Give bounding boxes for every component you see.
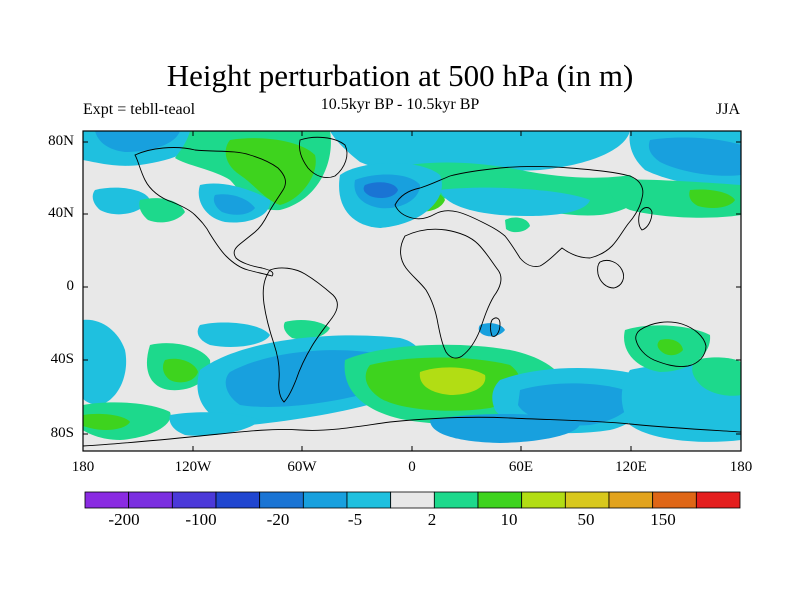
contour-green-west-pacific xyxy=(608,179,741,218)
x-tick-label-120w: 120W xyxy=(174,459,212,475)
colorbar-label: -100 xyxy=(185,510,217,529)
coastline-north-america xyxy=(134,147,286,277)
colorbar-label: -200 xyxy=(108,510,140,529)
colorbar-label: 50 xyxy=(577,510,595,529)
contour-bright-green-antarctic-west xyxy=(83,413,130,430)
colorbar-swatch xyxy=(171,491,217,509)
x-axis-ticks xyxy=(82,131,742,451)
colorbar-swatch xyxy=(215,491,261,509)
colorbar-swatch xyxy=(259,491,304,509)
contour-green-east-pacific xyxy=(139,198,185,223)
colorbar-swatch xyxy=(346,491,392,509)
contour-blue-north-pacific-east xyxy=(648,137,741,176)
x-tick-label-60w: 60W xyxy=(287,459,317,475)
colorbar-swatch xyxy=(477,491,523,509)
contour-bright-green-pacific xyxy=(689,189,735,208)
y-tick-label-80s: 80S xyxy=(50,425,74,441)
map-plot-area xyxy=(83,131,741,451)
y-axis-ticks xyxy=(83,141,741,435)
experiment-label: Expt = tebll-teaol xyxy=(83,101,196,118)
colorbar-swatch xyxy=(564,491,610,509)
colorbar-label: -5 xyxy=(347,510,363,529)
colorbar-label: 10 xyxy=(500,510,518,529)
colorbar-swatch xyxy=(521,491,566,509)
colorbar-swatch xyxy=(608,491,654,509)
contour-cyan-central-asia xyxy=(440,187,590,217)
contour-blue-north-pacific xyxy=(95,131,180,152)
map-title: Height perturbation at 500 hPa (in m) xyxy=(166,58,634,93)
y-tick-label-80n: 80N xyxy=(48,133,74,149)
period-subtitle: 10.5kyr BP - 10.5kyr BP xyxy=(320,96,480,113)
y-tick-label-40s: 40S xyxy=(50,351,74,367)
coastlines xyxy=(83,136,741,447)
x-tick-label-60e: 60E xyxy=(508,459,534,475)
contour-bright-green-south-pacific xyxy=(162,358,198,383)
x-tick-label-0: 0 xyxy=(408,459,416,475)
x-tick-label-180-west: 180 xyxy=(71,459,95,475)
coastline-australia xyxy=(635,321,707,367)
colorbar-swatch xyxy=(433,491,479,509)
contour-cyan-south-pacific xyxy=(83,319,127,405)
colorbar-swatch xyxy=(302,491,348,509)
season-label: JJA xyxy=(715,101,740,118)
coastline-japan xyxy=(638,207,653,231)
x-tick-label-180-east: 180 xyxy=(729,459,753,475)
x-tick-label-120e: 120E xyxy=(615,459,647,475)
contour-yellow-green-core xyxy=(419,367,486,395)
contour-green-mediterranean xyxy=(505,217,530,233)
contour-cyan-south-pacific-central xyxy=(197,322,270,347)
contour-blue-west-north-america xyxy=(213,194,255,215)
y-tick-label-equator: 0 xyxy=(66,278,75,294)
coastline-madagascar xyxy=(490,317,501,337)
coastline-europe-asia xyxy=(394,166,644,267)
colorbar-label: -20 xyxy=(266,510,290,529)
colorbar-swatch xyxy=(652,491,697,509)
contour-cyan-antarctic-central xyxy=(169,412,260,436)
contour-green-south-america-west xyxy=(283,320,330,340)
coastline-greenland xyxy=(299,136,348,179)
colorbar-swatch xyxy=(84,491,130,509)
colorbar xyxy=(84,491,741,509)
y-tick-label-40n: 40N xyxy=(48,205,74,221)
contour-dark-blue-atlantic-core xyxy=(363,182,398,198)
contour-cyan-northeast-pacific xyxy=(92,187,150,215)
colorbar-swatch xyxy=(128,491,173,509)
colorbar-label: 150 xyxy=(650,510,676,529)
colorbar-label: 2 xyxy=(427,510,437,529)
contour-bright-green-australia xyxy=(657,339,683,356)
coastline-antarctica xyxy=(83,416,741,447)
contour-green-south-pacific-east xyxy=(692,357,741,396)
coastline-south-america xyxy=(262,267,338,403)
contour-blue-antarctic xyxy=(430,414,581,443)
colorbar-swatch xyxy=(695,491,741,509)
contour-blue-southern-indian-ocean xyxy=(518,383,633,426)
colorbar-swatch xyxy=(390,491,435,509)
coastline-africa xyxy=(400,228,502,359)
coastline-southeast-asia xyxy=(597,259,625,289)
